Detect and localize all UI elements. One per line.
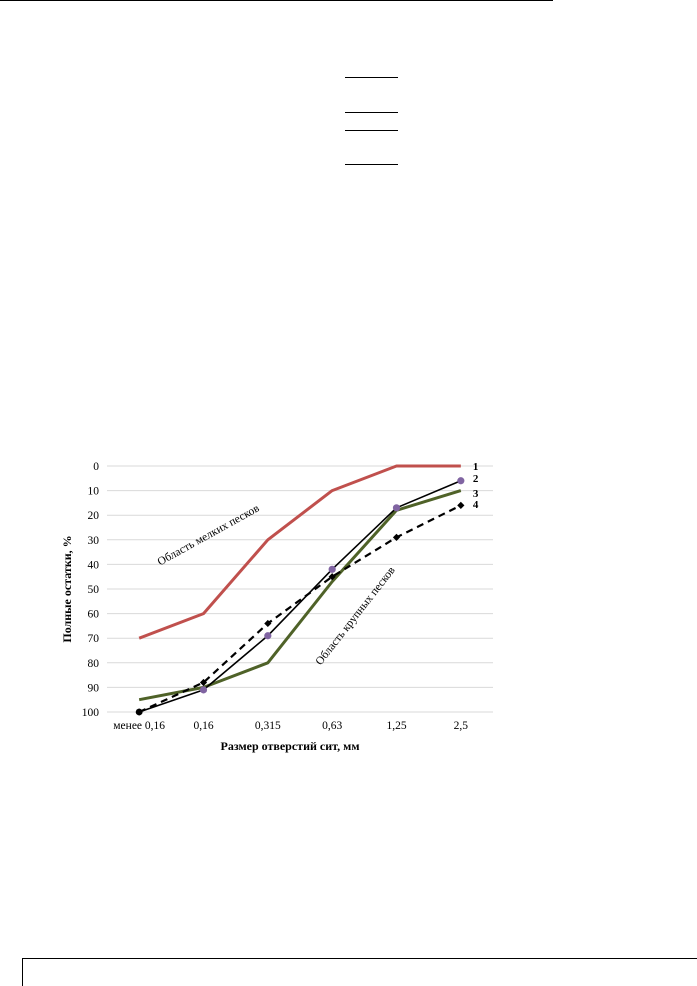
y-tick-label: 0 bbox=[93, 461, 99, 473]
page-top-rule bbox=[0, 0, 553, 2]
x-tick-label: 0,315 bbox=[255, 720, 281, 732]
x-tick-label: 2,5 bbox=[454, 720, 469, 732]
sieve-analysis-chart: 0 10 20 30 40 50 60 70 80 90 100 менее 0,16 0,16 0,3… bbox=[60, 453, 500, 760]
x-tick-label: 0,63 bbox=[322, 720, 342, 732]
series-2-point bbox=[392, 504, 401, 512]
y-tick-label: 10 bbox=[88, 486, 100, 498]
x-tick-label: 1,25 bbox=[386, 720, 406, 732]
formula-fraction-bar bbox=[345, 130, 398, 132]
series-layer bbox=[135, 464, 465, 716]
series-2-point bbox=[135, 708, 143, 716]
x-tick-label: менее 0,16 bbox=[113, 720, 165, 732]
y-tick-label: 20 bbox=[88, 510, 100, 522]
series-label-1: 1 bbox=[473, 461, 479, 473]
page-corner-mark bbox=[22, 958, 24, 986]
series-label-4: 4 bbox=[473, 499, 479, 511]
x-tick-label: 0,16 bbox=[193, 720, 213, 732]
y-tick-label: 40 bbox=[88, 559, 100, 571]
series-line-4 bbox=[138, 504, 462, 713]
series-2-point bbox=[328, 565, 336, 573]
series-label-3: 3 bbox=[473, 488, 479, 500]
x-tick-labels: менее 0,16 0,16 0,315 0,63 1,25 2,5 bbox=[113, 720, 468, 732]
series-2-point bbox=[264, 632, 272, 640]
gridlines bbox=[107, 465, 493, 713]
y-axis-label: Полные остатки, % bbox=[60, 535, 74, 642]
y-tick-label: 100 bbox=[82, 707, 100, 719]
y-tick-label: 90 bbox=[88, 682, 100, 694]
formula-fraction-bar bbox=[345, 77, 398, 79]
series-label-2: 2 bbox=[473, 473, 479, 485]
annotation-fine-sands: Область мелких песков bbox=[156, 502, 262, 568]
series-4-point bbox=[457, 501, 465, 509]
y-tick-labels: 0 10 20 30 40 50 60 70 80 90 100 bbox=[82, 461, 100, 719]
series-line-1 bbox=[138, 464, 461, 640]
y-tick-label: 80 bbox=[88, 658, 100, 670]
page-bottom-rule bbox=[22, 958, 697, 960]
x-axis-label: Размер отверстий сит, мм bbox=[220, 739, 359, 753]
y-tick-label: 50 bbox=[88, 584, 100, 596]
series-2-point bbox=[199, 686, 208, 694]
chart-svg: 0 10 20 30 40 50 60 70 80 90 100 менее 0,16 0,16 0,3… bbox=[60, 461, 493, 753]
y-tick-label: 60 bbox=[88, 609, 100, 621]
formula-fraction-bar bbox=[345, 164, 398, 166]
series-line-2 bbox=[138, 480, 462, 713]
formula-fraction-bar bbox=[345, 112, 398, 114]
series-2-point bbox=[457, 477, 465, 485]
y-tick-label: 30 bbox=[88, 535, 100, 547]
series-line-3 bbox=[138, 489, 462, 702]
series-end-labels: 12 34 bbox=[473, 461, 479, 511]
y-tick-label: 70 bbox=[88, 633, 100, 645]
